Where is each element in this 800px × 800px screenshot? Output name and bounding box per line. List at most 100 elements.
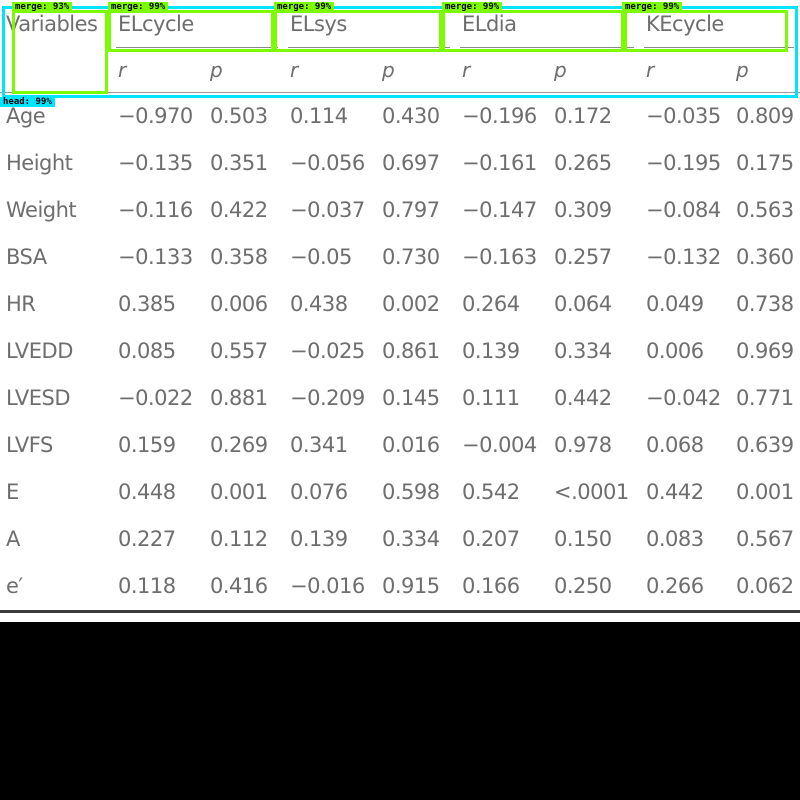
table-row: LVFS 0.159 0.269 0.341 0.016 −0.004 0.978 0.068… [0,421,800,468]
row-label: e′ [6,573,23,598]
header-group-kecycle: KEcycle [640,0,800,48]
merge-tag-eldia: merge: 99% [442,2,503,12]
table-cell: 0.166 [462,573,520,598]
table-cell: 0.416 [210,573,268,598]
table-cell: −0.970 [118,103,193,128]
table-row: Weight −0.116 0.422 −0.037 0.797 −0.147 0.309 −… [0,186,800,233]
table-cell: −0.209 [290,385,365,410]
table-cell: −0.004 [462,432,537,457]
table-cell: 0.385 [118,291,176,316]
table-cell: 0.360 [736,244,794,269]
subheader-r: r [290,58,298,82]
table-cell: 0.730 [382,244,440,269]
table-cell: 0.448 [118,479,176,504]
header-rule [0,92,800,93]
table-cell: 0.358 [210,244,268,269]
merge-tag-elcycle: merge: 99% [108,2,169,12]
row-label: Age [6,103,46,128]
table-cell: 0.006 [210,291,268,316]
table-cell: −0.132 [646,244,721,269]
table-cell: −0.163 [462,244,537,269]
table-cell: −0.037 [290,197,365,222]
table-cell: −0.056 [290,150,365,175]
table-cell: 0.915 [382,573,440,598]
table-cell: −0.161 [462,150,537,175]
table-cell: 0.076 [290,479,348,504]
table-bottom-rule [0,610,800,613]
header-group-eldia: ELdia [456,0,640,48]
table-cell: −0.084 [646,197,721,222]
table-cell: −0.025 [290,338,365,363]
row-label: HR [6,291,36,316]
row-label: LVFS [6,432,53,457]
subheader-r: r [646,58,654,82]
table-cell: 0.172 [554,103,612,128]
table-cell: −0.042 [646,385,721,410]
table-cell: 0.557 [210,338,268,363]
table-row: A 0.227 0.112 0.139 0.334 0.207 0.150 0.083 0.56… [0,515,800,562]
subheader-p: p [736,58,749,82]
table-cell: 0.266 [646,573,704,598]
table-cell: −0.196 [462,103,537,128]
table-cell: −0.195 [646,150,721,175]
table-cell: 0.438 [290,291,348,316]
table-cell: 0.809 [736,103,794,128]
table-cell: 0.422 [210,197,268,222]
table-cell: 0.150 [554,526,612,551]
table-cell: 0.118 [118,573,176,598]
table-cell: −0.135 [118,150,193,175]
table-cell: 0.697 [382,150,440,175]
table-cell: 0.351 [210,150,268,175]
table-cell: 0.159 [118,432,176,457]
merge-tag-variables: merge: 93% [12,2,73,12]
table-cell: 0.969 [736,338,794,363]
table-cell: 0.145 [382,385,440,410]
row-label: Weight [6,197,77,222]
header-group-elcycle: ELcycle [112,0,284,48]
subheader-p: p [382,58,395,82]
merge-tag-kecycle: merge: 99% [622,2,683,12]
table-cell: 0.139 [290,526,348,551]
table-cell: 0.442 [646,479,704,504]
table-sheet: Variables ELcycle ELsys ELdia KEcycle r p… [0,0,800,622]
table-cell: 0.175 [736,150,794,175]
table-row: Age −0.970 0.503 0.114 0.430 −0.196 0.172 −0.03… [0,92,800,139]
head-detection-tag: head: 99% [0,97,55,107]
table-cell: 0.430 [382,103,440,128]
subheader-p: p [554,58,567,82]
header-group-elsys: ELsys [284,0,456,48]
table-row: E 0.448 0.001 0.076 0.598 0.542 <.0001 0.442 0.0… [0,468,800,515]
correlation-table: Variables ELcycle ELsys ELdia KEcycle r p… [0,0,800,598]
table-cell: −0.05 [290,244,352,269]
table-row: BSA −0.133 0.358 −0.05 0.730 −0.163 0.257 −0.13… [0,233,800,280]
subheader-p: p [210,58,223,82]
row-label: A [6,526,20,551]
table-cell: 0.264 [462,291,520,316]
table-cell: 0.503 [210,103,268,128]
table-cell: 0.016 [382,432,440,457]
table-cell: 0.068 [646,432,704,457]
table-cell: 0.771 [736,385,794,410]
row-label: Height [6,150,73,175]
table-cell: 0.567 [736,526,794,551]
table-cell: 0.062 [736,573,794,598]
table-cell: −0.016 [290,573,365,598]
merge-tag-elsys: merge: 99% [274,2,335,12]
table-row: Height −0.135 0.351 −0.056 0.697 −0.161 0.265 −… [0,139,800,186]
table-cell: 0.207 [462,526,520,551]
table-cell: 0.085 [118,338,176,363]
table-cell: 0.442 [554,385,612,410]
table-cell: −0.147 [462,197,537,222]
row-label: BSA [6,244,47,269]
table-cell: 0.049 [646,291,704,316]
table-cell: 0.001 [736,479,794,504]
table-cell: 0.309 [554,197,612,222]
table-cell: 0.269 [210,432,268,457]
table-cell: 0.002 [382,291,440,316]
table-cell: 0.112 [210,526,268,551]
table-cell: 0.114 [290,103,348,128]
table-cell: 0.250 [554,573,612,598]
table-cell: 0.881 [210,385,268,410]
table-cell: −0.133 [118,244,193,269]
table-cell: −0.022 [118,385,193,410]
